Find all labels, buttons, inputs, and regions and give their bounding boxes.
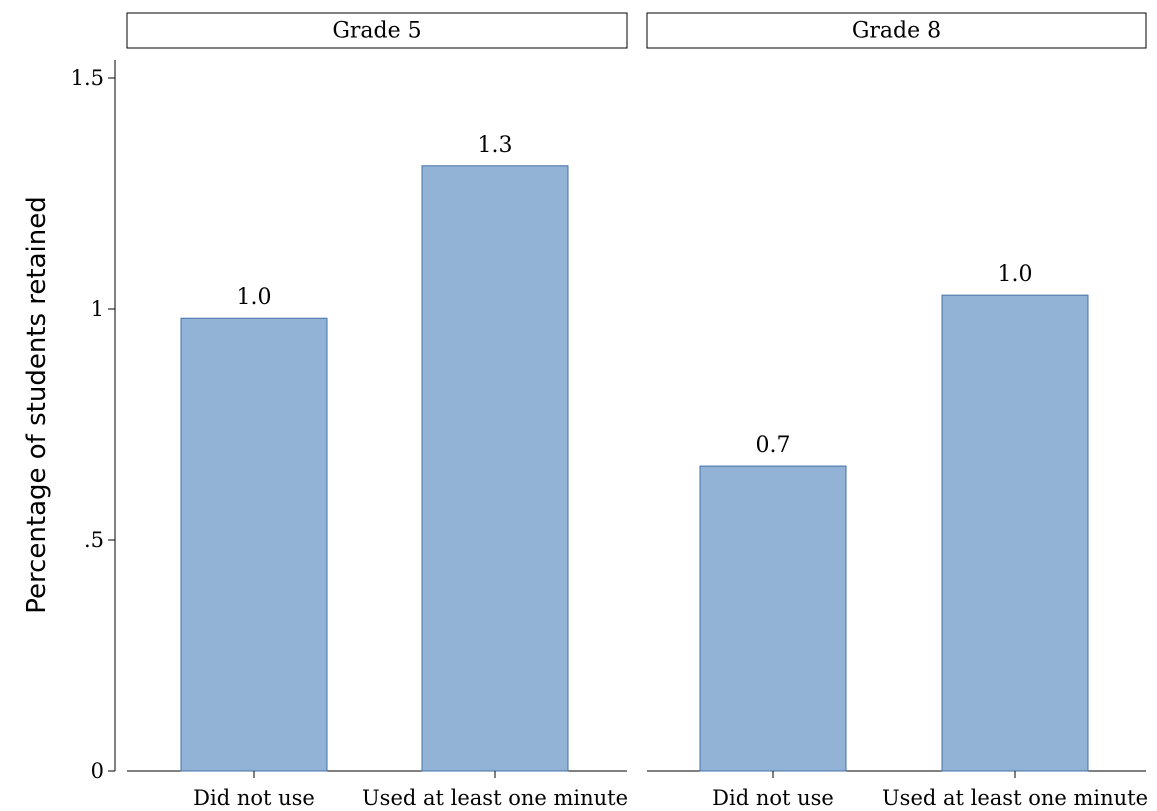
panels: Grade 5 1.0 Did not use 1.3 Used at least on… — [126, 12, 1148, 810]
bar — [180, 317, 328, 772]
x-tick-label: Did not use — [193, 786, 315, 810]
panel-strip: Grade 5 — [126, 12, 628, 49]
y-tick-label: 0 — [91, 759, 104, 783]
panel-title: Grade 5 — [332, 19, 421, 44]
y-axis-label: Percentage of students retained — [22, 196, 52, 614]
x-tick-label: Did not use — [712, 786, 834, 810]
y-tick-label: 1 — [91, 297, 104, 321]
x-tick-label: Used at least one minute — [882, 786, 1148, 810]
bar — [421, 165, 569, 772]
panel-strip-box — [126, 12, 628, 49]
data-label: 0.7 — [756, 433, 791, 458]
data-label: 1.0 — [237, 285, 272, 310]
y-tick-label: .5 — [84, 528, 104, 552]
panel-strip: Grade 8 — [646, 12, 1147, 49]
y-tick-label: 1.5 — [71, 66, 104, 90]
panel-title: Grade 8 — [852, 19, 941, 44]
y-axis: 0 .5 1 1.5 — [71, 60, 116, 783]
bar — [699, 465, 847, 772]
data-label: 1.3 — [478, 133, 513, 158]
panel-strip-box — [646, 12, 1147, 49]
panel-1: Grade 5 1.0 Did not use 1.3 Used at least on… — [126, 12, 628, 810]
data-label: 1.0 — [998, 262, 1033, 287]
bar — [941, 294, 1089, 772]
panel-2: Grade 8 0.7 Did not use 1.0 Used at least on… — [646, 12, 1148, 810]
x-tick-label: Used at least one minute — [362, 786, 628, 810]
